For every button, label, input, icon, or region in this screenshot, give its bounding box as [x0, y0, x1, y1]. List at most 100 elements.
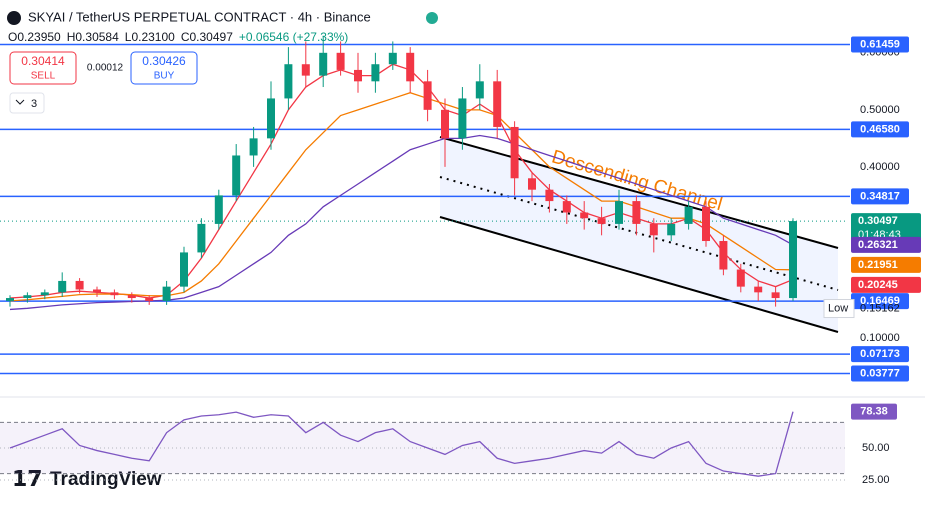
level-label: 0.03777 — [860, 367, 900, 379]
candle-body — [702, 206, 710, 242]
sell-box[interactable]: 0.30414 SELL — [9, 51, 77, 85]
price-tag — [851, 213, 921, 244]
candle-body — [423, 81, 432, 110]
candle-body — [632, 201, 641, 224]
candle-body — [75, 280, 84, 290]
header: SKYAI / TetherUS PERPETUAL CONTRACT · 4h… — [7, 9, 438, 114]
candle-body — [562, 201, 571, 213]
candle-body — [406, 52, 415, 82]
candle-body — [127, 295, 136, 299]
candle-body — [301, 64, 310, 76]
candle-body — [754, 286, 763, 293]
buy-label: BUY — [154, 71, 175, 82]
candle-body — [388, 52, 397, 65]
candle-body — [441, 109, 449, 139]
ohlc-value: O0.23950 — [8, 30, 61, 44]
price-tag-label: 0.30497 — [858, 215, 898, 227]
candle-body — [58, 280, 67, 293]
ohlc-value: +0.06546 (+27.33%) — [239, 30, 348, 44]
symbol-icon — [7, 11, 21, 25]
candle-body — [6, 298, 14, 301]
rsi-tick-label: 25.00 — [862, 474, 890, 486]
candle-body — [649, 223, 658, 236]
ohlc-value: L0.23100 — [125, 30, 175, 44]
candle-body — [354, 69, 362, 82]
sell-button[interactable] — [9, 51, 77, 85]
buy-box[interactable]: 0.30426 BUY — [130, 51, 198, 85]
candle-body — [667, 223, 676, 236]
y-tick-label: 0.10000 — [860, 332, 900, 344]
indicator-toggle[interactable] — [9, 92, 45, 114]
sell-label: SELL — [31, 71, 56, 82]
candle-body — [528, 178, 536, 190]
candle-body — [180, 252, 188, 287]
candle-body — [232, 155, 241, 196]
logo-mark: 𝟭𝟳 — [12, 466, 43, 491]
level-label: 0.34817 — [860, 190, 900, 202]
moving-average — [9, 63, 794, 299]
low-value: 0.15162 — [860, 302, 900, 314]
rsi-line — [9, 411, 794, 477]
candle-body — [336, 52, 345, 70]
candle-body — [475, 81, 484, 99]
price-tag-label: 0.21951 — [858, 259, 898, 271]
candle-body — [40, 292, 49, 296]
candle-body — [284, 64, 293, 99]
chevron — [15, 99, 25, 105]
price-tag — [851, 276, 921, 293]
level-label: 0.07173 — [860, 348, 900, 360]
candle-body — [249, 138, 258, 156]
indicator-count: 3 — [31, 98, 37, 110]
candle-body — [493, 81, 502, 127]
buy-button[interactable] — [130, 51, 198, 85]
price-tag-label: 0.20245 — [858, 279, 898, 291]
candle-body — [771, 292, 780, 299]
moving-average — [9, 92, 794, 302]
candle-body — [789, 221, 797, 299]
spread: 0.00012 — [87, 63, 124, 74]
rsi-tick-label: 50.00 — [862, 442, 890, 454]
y-tick-label: 0.50000 — [860, 104, 900, 116]
level-tag — [851, 121, 909, 138]
candle-body — [162, 286, 171, 301]
candle-body — [580, 212, 589, 219]
candle-body — [371, 64, 380, 82]
candle-body — [615, 201, 623, 224]
low-tag — [823, 299, 855, 319]
candle-body — [684, 206, 693, 224]
candle-body — [93, 289, 101, 293]
candle-body — [214, 195, 223, 224]
candle-body — [23, 295, 32, 299]
ohlc-value: C0.30497 — [181, 30, 233, 44]
candle-body — [545, 189, 554, 202]
level-label: 0.61459 — [860, 38, 900, 50]
level-label: 0.16469 — [860, 295, 900, 307]
moving-average — [9, 134, 794, 311]
candle-body — [458, 98, 467, 139]
candle-body — [719, 241, 728, 270]
level-tag — [851, 346, 909, 363]
logo: 𝟭𝟳 TradingView — [12, 466, 162, 491]
candle-body — [197, 223, 206, 253]
level-tag — [851, 293, 909, 310]
ohlc-value: H0.30584 — [67, 30, 119, 44]
rsi-band — [0, 422, 845, 474]
level-tag — [851, 188, 909, 205]
candle-body — [597, 218, 606, 224]
candle-body — [110, 292, 119, 296]
level-tag — [851, 365, 909, 382]
candle-body — [267, 98, 275, 139]
candle-body — [145, 298, 154, 301]
rsi-tag-label: 78.38 — [860, 406, 888, 418]
low-text: Low — [828, 302, 848, 314]
level-label: 0.46580 — [860, 123, 900, 135]
price-tag-label: 0.26321 — [858, 239, 898, 251]
channel-upper — [439, 136, 839, 249]
sell-price: 0.30414 — [21, 54, 65, 68]
candle-body — [510, 126, 519, 179]
rsi-tag — [851, 403, 897, 420]
buy-price: 0.30426 — [142, 54, 186, 68]
price-tag — [851, 256, 921, 273]
